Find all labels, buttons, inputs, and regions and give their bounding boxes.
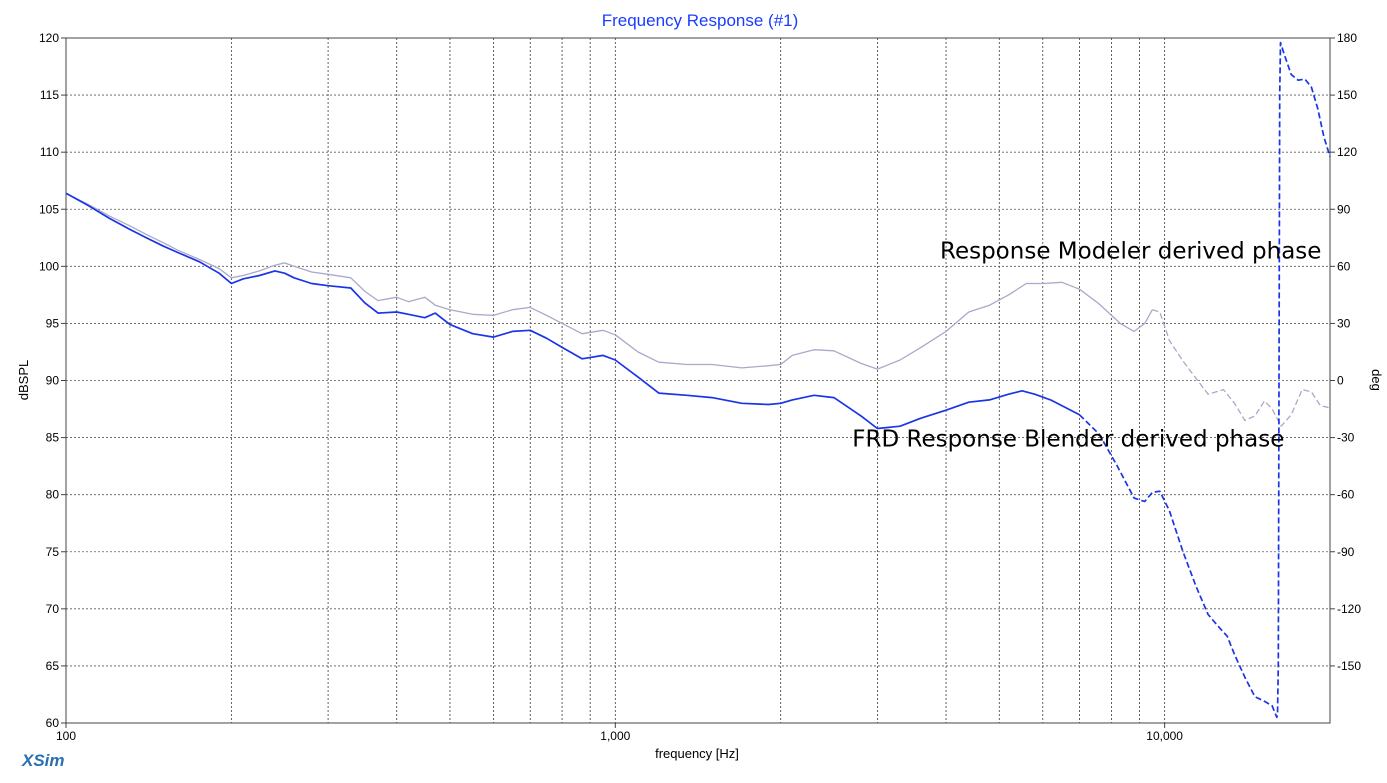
series-2-line-solid <box>65 192 1080 430</box>
grid <box>66 38 1330 723</box>
y2-axis-label: deg <box>1369 369 1384 391</box>
annotation-label: FRD Response Blender derived phase <box>852 427 1284 453</box>
x-tick-label: 1,000 <box>600 729 630 743</box>
y2-tick-label: 30 <box>1337 316 1351 330</box>
y2-tick-label: -150 <box>1337 659 1361 673</box>
series-1-line-solid <box>65 192 1153 370</box>
y-tick-label: 85 <box>46 431 60 445</box>
x-tick-label: 100 <box>56 729 76 743</box>
y-tick-label: 110 <box>40 145 59 159</box>
y2-tick-label: 60 <box>1337 259 1351 273</box>
y-tick-label: 75 <box>46 545 60 559</box>
chart-title: Frequency Response (#1) <box>602 11 799 30</box>
y-tick-label: 65 <box>46 659 60 673</box>
y2-tick-label: 90 <box>1337 202 1351 216</box>
annotation-label: Response Modeler derived phase <box>940 238 1321 264</box>
y-tick-label: 90 <box>46 374 60 388</box>
y-tick-label: 60 <box>46 716 60 730</box>
x-tick-label: 10,000 <box>1146 729 1183 743</box>
series-group <box>65 41 1331 719</box>
y2-tick-label: 180 <box>1337 31 1357 45</box>
y2-tick-label: -60 <box>1337 488 1355 502</box>
series-1-line-dashed <box>1152 309 1331 427</box>
xsim-logo: XSim <box>22 751 65 770</box>
y2-tick-label: 150 <box>1337 88 1357 102</box>
y2-tick-label: -120 <box>1337 602 1361 616</box>
y-tick-label: 95 <box>46 316 60 330</box>
y2-tick-label: 120 <box>1337 145 1357 159</box>
y-axis-label: dBSPL <box>16 360 31 400</box>
y-tick-label: 80 <box>46 488 60 502</box>
series-2-line-dashed <box>1078 41 1331 719</box>
y-axis-left-ticks: 60 65 70 75 80 85 90 95 100 105 110 115 120 <box>39 31 66 730</box>
y-tick-label: 105 <box>39 202 59 216</box>
y2-tick-label: -30 <box>1337 431 1355 445</box>
y-tick-label: 120 <box>39 31 59 45</box>
y2-tick-label: 0 <box>1337 374 1344 388</box>
y-tick-label: 70 <box>46 602 60 616</box>
annotations: Response Modeler derived phase FRD Respon… <box>852 238 1321 452</box>
y2-tick-label: -90 <box>1337 545 1355 559</box>
x-axis-label: frequency [Hz] <box>655 746 739 761</box>
y-tick-label: 115 <box>40 88 59 102</box>
x-axis-ticks: 100 1,000 10,000 <box>56 723 1183 743</box>
y-tick-label: 100 <box>39 259 59 273</box>
y-axis-right-ticks: -150 -120 -90 -60 -30 0 30 60 90 120 150 180 <box>1330 31 1361 673</box>
